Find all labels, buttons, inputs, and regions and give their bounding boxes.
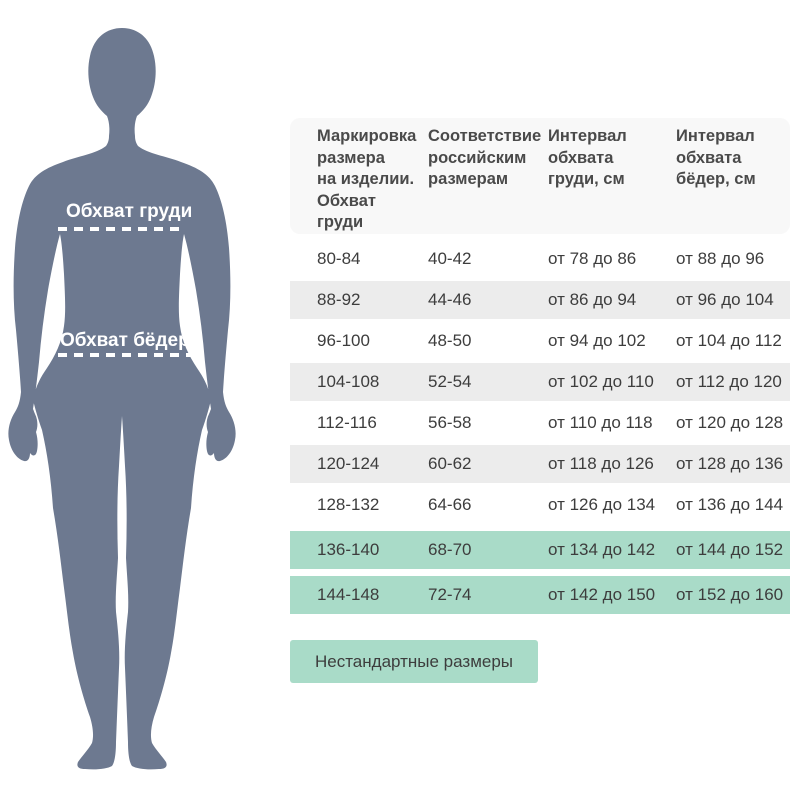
- header-chest-interval: Интервал обхвата груди, см: [548, 127, 627, 188]
- table-cell: от 78 до 86: [548, 249, 637, 268]
- table-cell: от 88 до 96: [676, 249, 765, 268]
- table-cell: 88-92: [317, 290, 361, 309]
- table-cell: 136-140: [317, 540, 380, 559]
- table-cell: от 134 до 142: [548, 540, 656, 559]
- table-cell: 104-108: [317, 372, 380, 391]
- table-cell: 96-100: [317, 331, 370, 350]
- table-cell: от 96 до 104: [676, 290, 774, 309]
- table-cell: от 110 до 118: [548, 413, 653, 432]
- table-row-highlighted: 144-148 72-74 от 142 до 150 от 152 до 160: [290, 576, 790, 614]
- header-hips-interval: Интервал обхвата бёдер, см: [676, 127, 756, 188]
- table-cell: 144-148: [317, 585, 380, 604]
- table-cell: 48-50: [428, 331, 472, 350]
- table-cell: 128-132: [317, 495, 380, 514]
- table-cell: от 112 до 120: [676, 372, 782, 391]
- hips-girth-label: Обхват бёдер: [60, 330, 190, 351]
- table-cell: от 86 до 94: [548, 290, 637, 309]
- table-cell: 120-124: [317, 454, 380, 473]
- table-cell: 40-42: [428, 249, 472, 268]
- table-cell: от 102 до 110: [548, 372, 654, 391]
- size-table: Маркировка размера на изделии. Обхват гр…: [290, 118, 790, 683]
- female-silhouette-graphic: [8, 28, 236, 770]
- table-cell: от 152 до 160: [676, 585, 784, 604]
- header-size-marking: Маркировка размера на изделии. Обхват гр…: [317, 127, 417, 231]
- table-cell: 68-70: [428, 540, 472, 559]
- female-body-shape: [8, 28, 236, 770]
- header-russian-sizes: Соответствие российским размерам: [428, 127, 542, 188]
- table-cell: 44-46: [428, 290, 472, 309]
- table-cell: от 104 до 112: [676, 331, 782, 350]
- table-row: 104-108 52-54 от 102 до 110 от 112 до 120: [290, 363, 790, 401]
- table-cell: 60-62: [428, 454, 472, 473]
- table-cell: от 142 до 150: [548, 585, 656, 604]
- nonstandard-sizes-badge: Нестандартные размеры: [290, 640, 538, 683]
- table-row: 96-100 48-50 от 94 до 102 от 104 до 112: [290, 322, 790, 360]
- table-cell: 56-58: [428, 413, 472, 432]
- table-cell: от 136 до 144: [676, 495, 784, 514]
- table-cell: от 118 до 126: [548, 454, 654, 473]
- table-row: 88-92 44-46 от 86 до 94 от 96 до 104: [290, 281, 790, 319]
- table-cell: 80-84: [317, 249, 361, 268]
- table-row: 128-132 64-66 от 126 до 134 от 136 до 144: [290, 486, 790, 524]
- table-cell: 64-66: [428, 495, 472, 514]
- table-cell: от 120 до 128: [676, 413, 784, 432]
- body-silhouette-figure: Обхват груди Обхват бёдер: [0, 0, 260, 800]
- table-cell: 52-54: [428, 372, 472, 391]
- chest-girth-label: Обхват груди: [66, 201, 193, 222]
- table-row: 120-124 60-62 от 118 до 126 от 128 до 136: [290, 445, 790, 483]
- table-body: 80-84 40-42 от 78 до 86 от 88 до 96 88-92 44-…: [290, 240, 790, 614]
- table-cell: от 126 до 134: [548, 495, 656, 514]
- table-header-row: Маркировка размера на изделии. Обхват гр…: [290, 118, 790, 234]
- table-row: 112-116 56-58 от 110 до 118 от 120 до 128: [290, 404, 790, 442]
- table-cell: от 94 до 102: [548, 331, 646, 350]
- table-cell: 112-116: [317, 413, 377, 432]
- table-cell: от 128 до 136: [676, 454, 784, 473]
- table-cell: от 144 до 152: [676, 540, 784, 559]
- table-row: 80-84 40-42 от 78 до 86 от 88 до 96: [290, 240, 790, 278]
- table-cell: 72-74: [428, 585, 472, 604]
- table-row-highlighted: 136-140 68-70 от 134 до 142 от 144 до 152: [290, 531, 790, 569]
